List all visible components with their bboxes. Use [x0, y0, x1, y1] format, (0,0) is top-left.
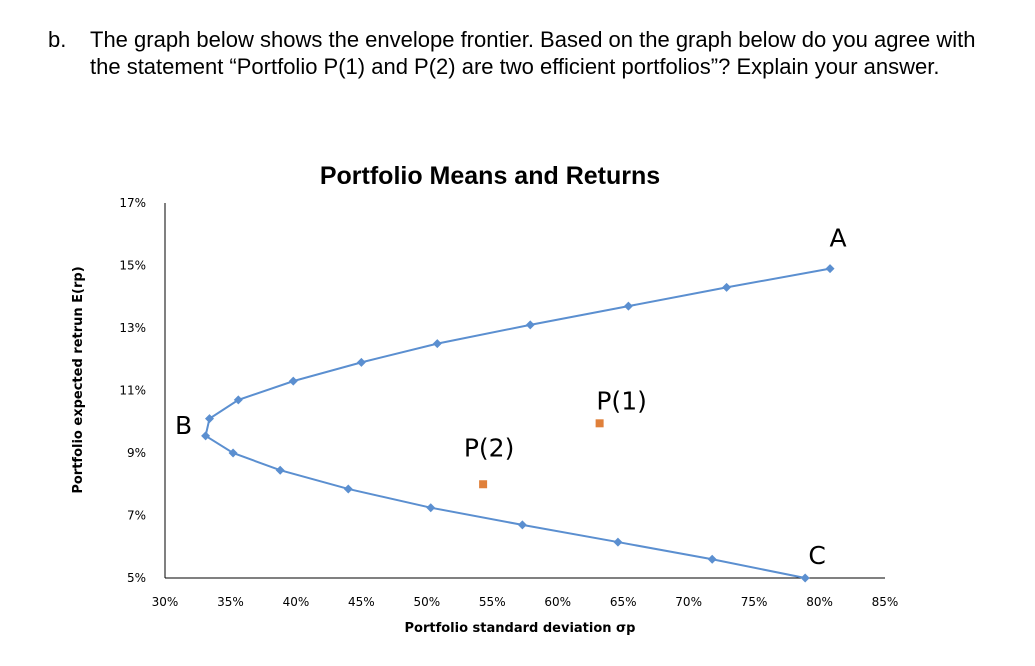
frontier-point [623, 301, 633, 311]
annotation-label: C [808, 541, 825, 570]
x-tick-label: 40% [283, 595, 310, 609]
y-tick-label: 13% [119, 321, 146, 335]
y-tick-label: 5% [127, 571, 146, 585]
frontier-point [432, 339, 442, 349]
chart-title: Portfolio Means and Returns [320, 162, 660, 190]
frontier-point [201, 431, 211, 441]
x-tick-label: 30% [152, 595, 179, 609]
portfolio-point [595, 419, 604, 428]
annotations: A B C P(1) P(2) [175, 224, 847, 570]
y-tick-label: 17% [119, 196, 146, 210]
x-tick-label: 60% [544, 595, 571, 609]
frontier-point [288, 376, 298, 386]
x-tick-labels: 30% 35% 40% 45% 50% 55% 60% 65% 70% 75% 80% 85% [152, 595, 899, 609]
x-tick-label: 80% [806, 595, 833, 609]
y-tick-label: 11% [119, 384, 146, 398]
frontier-line [204, 267, 831, 579]
portfolio-point [479, 480, 488, 489]
x-tick-label: 55% [479, 595, 506, 609]
frontier-point [356, 357, 366, 367]
frontier-point [343, 484, 353, 494]
frontier-point [517, 520, 527, 530]
x-axis-label: Portfolio standard deviation σp [405, 621, 636, 636]
y-tick-label: 9% [127, 446, 146, 460]
x-tick-label: 65% [610, 595, 637, 609]
frontier-point [825, 264, 835, 274]
frontier-point [426, 503, 436, 513]
frontier-point [205, 414, 215, 424]
frontier-point [707, 554, 717, 564]
y-tick-labels: 5% 7% 9% 11% 13% 15% 17% [119, 196, 146, 585]
axes [164, 203, 885, 579]
annotation-label: B [175, 411, 192, 440]
y-tick-label: 7% [127, 509, 146, 523]
x-tick-label: 50% [413, 595, 440, 609]
x-tick-label: 75% [741, 595, 768, 609]
frontier-point [228, 448, 238, 458]
frontier-point [613, 537, 623, 547]
annotation-label: A [829, 224, 846, 253]
frontier-point [275, 465, 285, 475]
x-tick-label: 45% [348, 595, 375, 609]
x-tick-label: 70% [675, 595, 702, 609]
frontier-point [233, 395, 243, 405]
question-label: b. [48, 27, 67, 52]
y-axis-label: Portfolio expected retrun E(rp) [71, 266, 86, 493]
x-tick-label: 85% [872, 595, 899, 609]
frontier-point [722, 282, 732, 292]
annotation-label: P(2) [464, 433, 515, 462]
data-marks [201, 264, 835, 583]
annotation-label: P(1) [596, 386, 647, 415]
x-tick-label: 35% [217, 595, 244, 609]
question-text: The graph below shows the envelope front… [90, 27, 976, 79]
y-tick-label: 15% [119, 259, 146, 273]
frontier-point [800, 573, 810, 583]
frontier-point [525, 320, 535, 330]
